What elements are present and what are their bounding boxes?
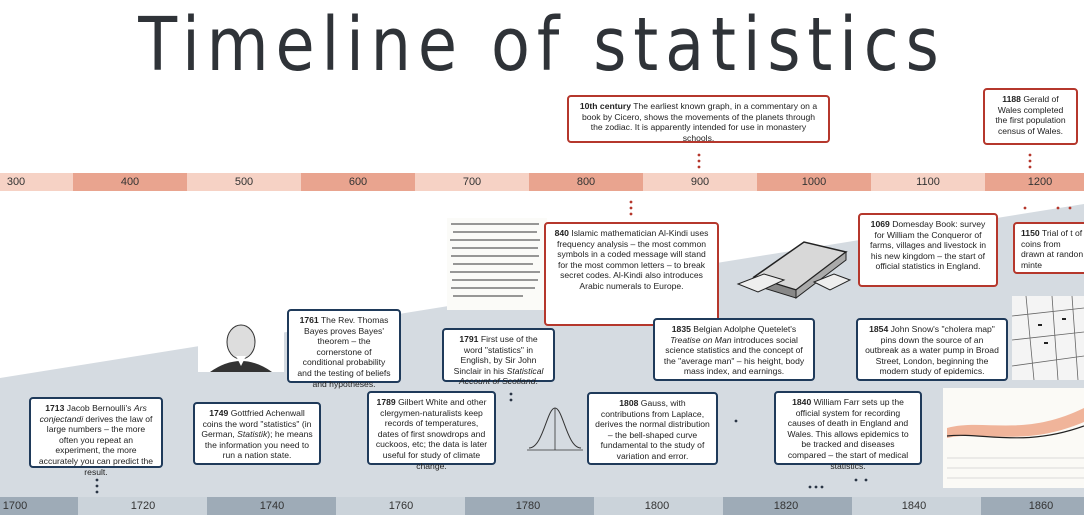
top-tick-1100: 1100 [916, 176, 940, 188]
event-1069: 1069 Domesday Book: survey for William t… [858, 213, 998, 287]
bottom-tick-1740: 1740 [259, 500, 285, 512]
manuscript-image [447, 218, 547, 310]
cholera-map-image [1012, 296, 1084, 380]
event-1150: 1150 Trial of t of coins from drawn at r… [1013, 222, 1084, 274]
top-tick-600: 600 [348, 176, 368, 188]
top-tick-800: 800 [576, 176, 596, 188]
top-tick-400: 400 [120, 176, 140, 188]
event-1749: 1749 Gottfried Achenwall coins the word … [193, 402, 321, 465]
top-tick-1200: 1200 [1027, 176, 1053, 188]
event-10th-century: 10th century The earliest known graph, i… [567, 95, 830, 143]
top-tick-1000: 1000 [801, 176, 827, 188]
event-1713: 1713 Jacob Bernoulli's Ars conjectandi d… [29, 397, 163, 477]
bottom-tick-1820: 1820 [773, 500, 799, 512]
bottom-tick-1760: 1760 [388, 500, 414, 512]
bottom-tick-1720: 1720 [130, 500, 156, 512]
event-1188: 1188 Gerald of Wales completed the first… [983, 88, 1078, 145]
book-engraving-image [736, 241, 852, 300]
bottom-tick-1700: 1700 [2, 500, 28, 512]
portrait-engraving-image [198, 322, 284, 372]
top-tick-700: 700 [462, 176, 482, 188]
top-timeline-scale [0, 173, 1084, 191]
event-1840: 1840 William Farr sets up the official s… [774, 391, 922, 471]
bottom-tick-1860: 1860 [1028, 500, 1054, 512]
mortality-chart-image [943, 388, 1084, 488]
bottom-tick-1780: 1780 [515, 500, 541, 512]
page-title: Timeline of statistics [138, 2, 946, 88]
event-840: 840 Islamic mathematician Al-Kindi uses … [544, 222, 719, 326]
bottom-timeline-scale [0, 497, 1084, 515]
event-1808: 1808 Gauss, with contributions from Lapl… [587, 392, 718, 465]
bottom-tick-1840: 1840 [901, 500, 927, 512]
bell-curve-graphic [527, 407, 583, 451]
event-1789: 1789 Gilbert White and other clergymen-n… [367, 391, 496, 471]
top-tick-900: 900 [690, 176, 710, 188]
event-1835: 1835 Belgian Adolphe Quetelet's Treatise… [653, 318, 815, 381]
event-1761: 1761 The Rev. Thomas Bayes proves Bayes'… [287, 309, 401, 389]
top-tick-500: 500 [234, 176, 254, 188]
top-tick-300: 300 [6, 176, 26, 188]
bottom-tick-1800: 1800 [644, 500, 670, 512]
event-1854: 1854 John Snow's "cholera map" pins down… [856, 318, 1008, 381]
event-1791: 1791 First use of the word "statistics" … [442, 328, 555, 386]
